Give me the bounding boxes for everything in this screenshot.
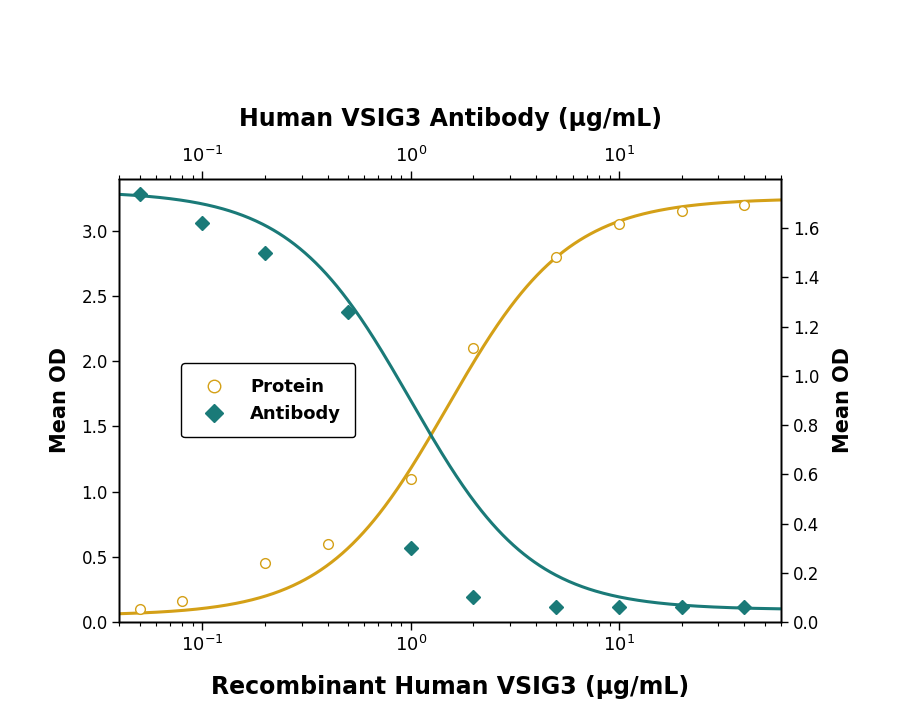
X-axis label: Human VSIG3 Antibody (μg/mL): Human VSIG3 Antibody (μg/mL)	[239, 107, 662, 131]
Y-axis label: Mean OD: Mean OD	[834, 347, 854, 453]
X-axis label: Recombinant Human VSIG3 (μg/mL): Recombinant Human VSIG3 (μg/mL)	[211, 675, 689, 699]
Legend: Protein, Antibody: Protein, Antibody	[181, 363, 356, 438]
Y-axis label: Mean OD: Mean OD	[51, 347, 70, 453]
